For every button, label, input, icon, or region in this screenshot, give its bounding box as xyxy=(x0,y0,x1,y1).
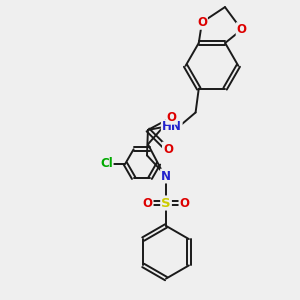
Text: S: S xyxy=(161,196,171,209)
Text: O: O xyxy=(237,23,247,36)
Text: O: O xyxy=(197,16,207,29)
Text: N: N xyxy=(161,169,171,182)
Text: O: O xyxy=(179,196,190,209)
Text: HN: HN xyxy=(162,120,182,133)
Text: O: O xyxy=(163,142,173,155)
Text: O: O xyxy=(142,196,153,209)
Text: Cl: Cl xyxy=(100,157,112,170)
Text: O: O xyxy=(167,111,177,124)
